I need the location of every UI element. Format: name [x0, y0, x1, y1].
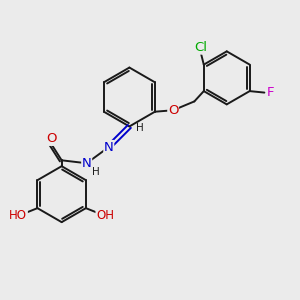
Text: HO: HO — [9, 209, 27, 222]
Text: OH: OH — [96, 209, 114, 222]
Text: H: H — [92, 167, 100, 177]
Text: N: N — [82, 157, 92, 170]
Text: O: O — [168, 104, 178, 117]
Text: N: N — [104, 141, 114, 154]
Text: Cl: Cl — [194, 41, 207, 54]
Text: O: O — [47, 132, 57, 145]
Text: H: H — [136, 123, 144, 133]
Text: F: F — [266, 86, 274, 99]
